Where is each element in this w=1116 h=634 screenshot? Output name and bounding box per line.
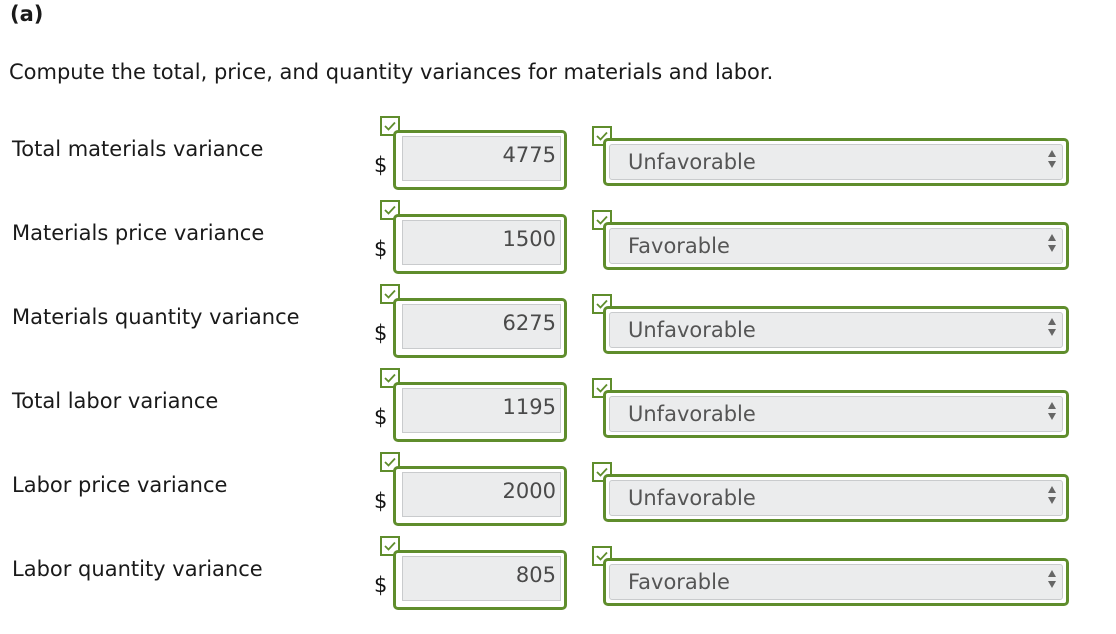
currency-symbol: $ — [374, 237, 388, 261]
selected-option[interactable]: Unfavorable — [609, 144, 1063, 180]
selected-option[interactable]: Unfavorable — [609, 396, 1063, 432]
question-text: Compute the total, price, and quantity v… — [9, 60, 774, 84]
amount-value[interactable]: 1500 — [402, 220, 561, 265]
select-arrows-icon — [1048, 570, 1056, 588]
select-arrows-icon — [1048, 486, 1056, 504]
amount-input[interactable]: 4775 — [393, 130, 567, 190]
variance-row-total-materials: Total materials variance $ 4775 Unfavora… — [0, 116, 1116, 200]
favorability-select[interactable]: Unfavorable — [603, 138, 1069, 186]
amount-value[interactable]: 4775 — [402, 136, 561, 181]
row-label: Total materials variance — [12, 137, 264, 161]
currency-symbol: $ — [374, 573, 388, 597]
select-arrows-icon — [1048, 318, 1056, 336]
amount-value[interactable]: 2000 — [402, 472, 561, 517]
selected-option[interactable]: Unfavorable — [609, 312, 1063, 348]
amount-input[interactable]: 1195 — [393, 382, 567, 442]
amount-value[interactable]: 6275 — [402, 304, 561, 349]
selected-option[interactable]: Unfavorable — [609, 480, 1063, 516]
variance-row-labor-quantity: Labor quantity variance $ 805 Favorable — [0, 536, 1116, 620]
select-arrows-icon — [1048, 402, 1056, 420]
currency-symbol: $ — [374, 405, 388, 429]
variance-row-materials-quantity: Materials quantity variance $ 6275 Unfav… — [0, 284, 1116, 368]
favorability-select[interactable]: Favorable — [603, 222, 1069, 270]
variance-row-total-labor: Total labor variance $ 1195 Unfavorable — [0, 368, 1116, 452]
select-arrows-icon — [1048, 234, 1056, 252]
row-label: Labor quantity variance — [12, 557, 263, 581]
favorability-select[interactable]: Unfavorable — [603, 390, 1069, 438]
amount-value[interactable]: 805 — [402, 556, 561, 601]
amount-input[interactable]: 2000 — [393, 466, 567, 526]
row-label: Total labor variance — [12, 389, 219, 413]
currency-symbol: $ — [374, 321, 388, 345]
part-label: (a) — [10, 2, 44, 26]
amount-input[interactable]: 6275 — [393, 298, 567, 358]
currency-symbol: $ — [374, 153, 388, 177]
select-arrows-icon — [1048, 150, 1056, 168]
row-label: Labor price variance — [12, 473, 228, 497]
favorability-select[interactable]: Unfavorable — [603, 306, 1069, 354]
variance-row-labor-price: Labor price variance $ 2000 Unfavorable — [0, 452, 1116, 536]
row-label: Materials quantity variance — [12, 305, 300, 329]
favorability-select[interactable]: Favorable — [603, 558, 1069, 606]
row-label: Materials price variance — [12, 221, 265, 245]
amount-value[interactable]: 1195 — [402, 388, 561, 433]
selected-option[interactable]: Favorable — [609, 228, 1063, 264]
variance-row-materials-price: Materials price variance $ 1500 Favorabl… — [0, 200, 1116, 284]
selected-option[interactable]: Favorable — [609, 564, 1063, 600]
amount-input[interactable]: 805 — [393, 550, 567, 610]
amount-input[interactable]: 1500 — [393, 214, 567, 274]
currency-symbol: $ — [374, 489, 388, 513]
favorability-select[interactable]: Unfavorable — [603, 474, 1069, 522]
